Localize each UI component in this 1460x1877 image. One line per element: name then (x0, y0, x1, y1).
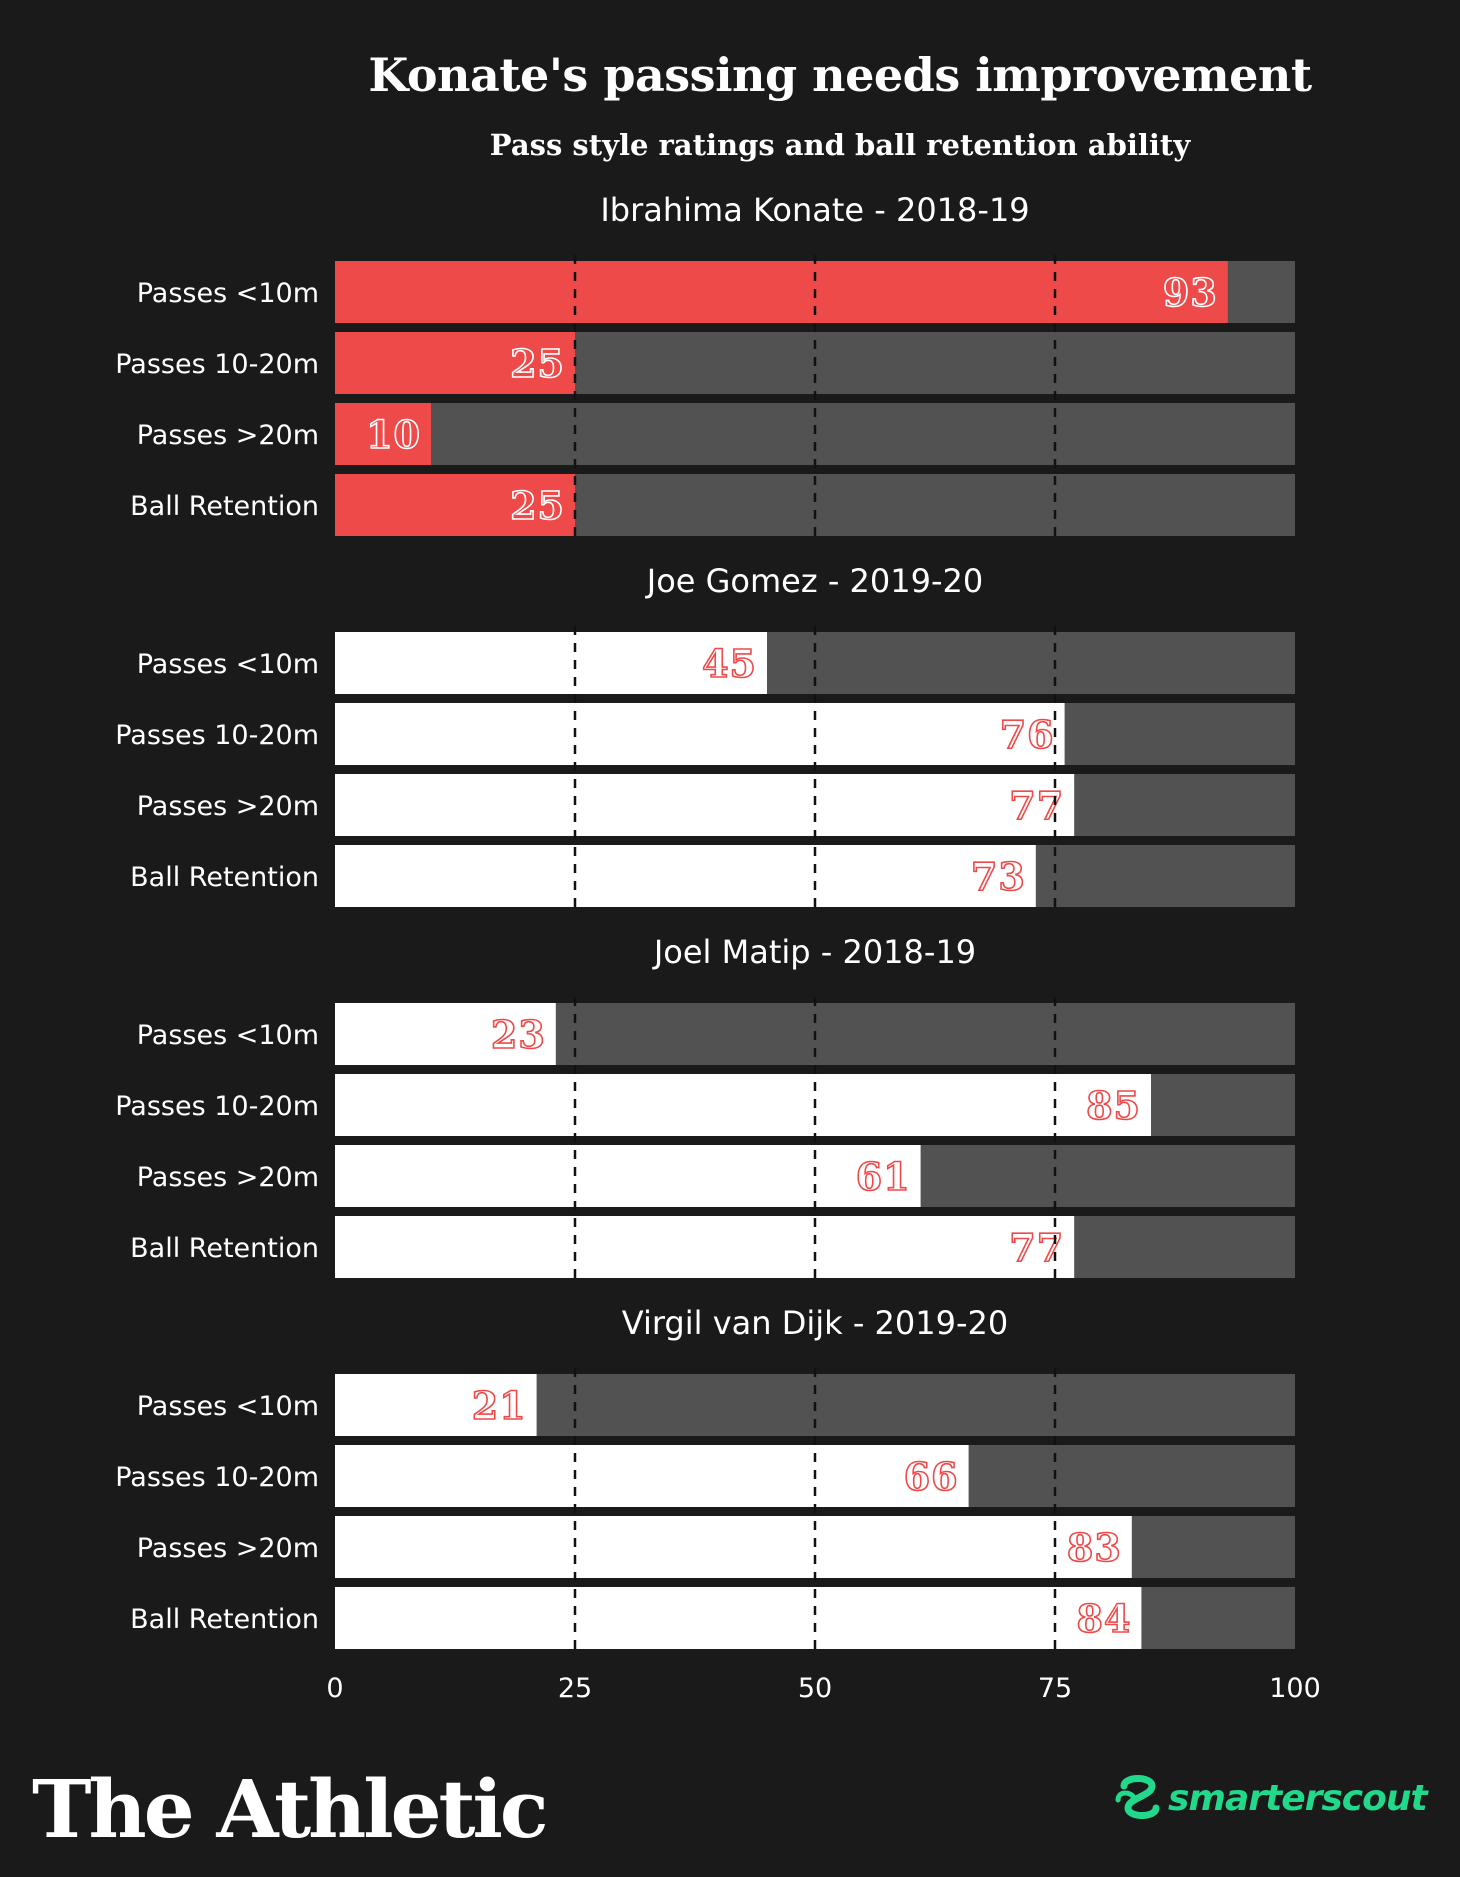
row-label: Ball Retention (130, 1604, 319, 1635)
bar (335, 1216, 1075, 1278)
bar (335, 332, 575, 394)
value-label: 25 (510, 341, 565, 386)
bar (335, 774, 1075, 836)
row-label: Passes 10-20m (115, 1091, 319, 1122)
value-label: 93 (1163, 270, 1218, 315)
row-label: Ball Retention (130, 862, 319, 893)
bar (335, 1445, 969, 1507)
panel-title: Virgil van Dijk - 2019-20 (622, 1304, 1008, 1342)
bar (335, 1074, 1151, 1136)
partner-logo: smarterscout (1112, 1770, 1428, 1826)
chart-subtitle: Pass style ratings and ball retention ab… (489, 128, 1191, 162)
bar-chart: Ibrahima Konate - 2018-19 Passes <10m 93 Pa… (115, 191, 1321, 1704)
panel-title: Joe Gomez - 2019-20 (645, 562, 984, 600)
row-label: Ball Retention (130, 491, 319, 522)
value-label: 10 (366, 412, 421, 457)
x-tick-label: 50 (798, 1673, 832, 1704)
value-label: 45 (702, 641, 757, 686)
smarterscout-s-logo-icon (1115, 1775, 1160, 1819)
row-label: Passes >20m (137, 420, 319, 451)
value-label: 76 (1000, 712, 1055, 757)
value-label: 25 (510, 483, 565, 528)
row-label: Passes >20m (137, 791, 319, 822)
bar (335, 1374, 537, 1436)
panel-title: Joel Matip - 2018-19 (652, 933, 976, 971)
x-tick-label: 0 (326, 1673, 343, 1704)
row-label: Ball Retention (130, 1233, 319, 1264)
bar (335, 632, 767, 694)
value-label: 83 (1067, 1525, 1122, 1570)
value-label: 66 (904, 1454, 959, 1499)
value-label: 21 (472, 1383, 527, 1428)
bar (335, 845, 1036, 907)
row-label: Passes <10m (137, 1391, 319, 1422)
value-label: 73 (971, 854, 1026, 899)
row-label: Passes 10-20m (115, 349, 319, 380)
bar (335, 1003, 556, 1065)
value-label: 77 (1009, 1225, 1064, 1270)
row-label: Passes >20m (137, 1533, 319, 1564)
value-label: 61 (856, 1154, 911, 1199)
value-label: 85 (1086, 1083, 1141, 1128)
row-label: Passes <10m (137, 1020, 319, 1051)
partner-name: smarterscout (1168, 1777, 1428, 1819)
publisher-logo: The Athletic (32, 1762, 549, 1856)
value-label: 23 (491, 1012, 546, 1057)
x-tick-label: 25 (558, 1673, 592, 1704)
chart-title: Konate's passing needs improvement (368, 48, 1312, 102)
bar (335, 261, 1228, 323)
x-tick-label: 75 (1038, 1673, 1072, 1704)
x-tick-label: 100 (1269, 1673, 1321, 1704)
bar (335, 1587, 1142, 1649)
row-label: Passes >20m (137, 1162, 319, 1193)
bar (335, 1145, 921, 1207)
bar (335, 703, 1065, 765)
row-label: Passes <10m (137, 649, 319, 680)
bar (335, 474, 575, 536)
row-label: Passes 10-20m (115, 720, 319, 751)
bar (335, 403, 431, 465)
row-label: Passes <10m (137, 278, 319, 309)
row-label: Passes 10-20m (115, 1462, 319, 1493)
panel-title: Ibrahima Konate - 2018-19 (600, 191, 1029, 229)
value-label: 84 (1077, 1596, 1132, 1641)
bar (335, 1516, 1132, 1578)
